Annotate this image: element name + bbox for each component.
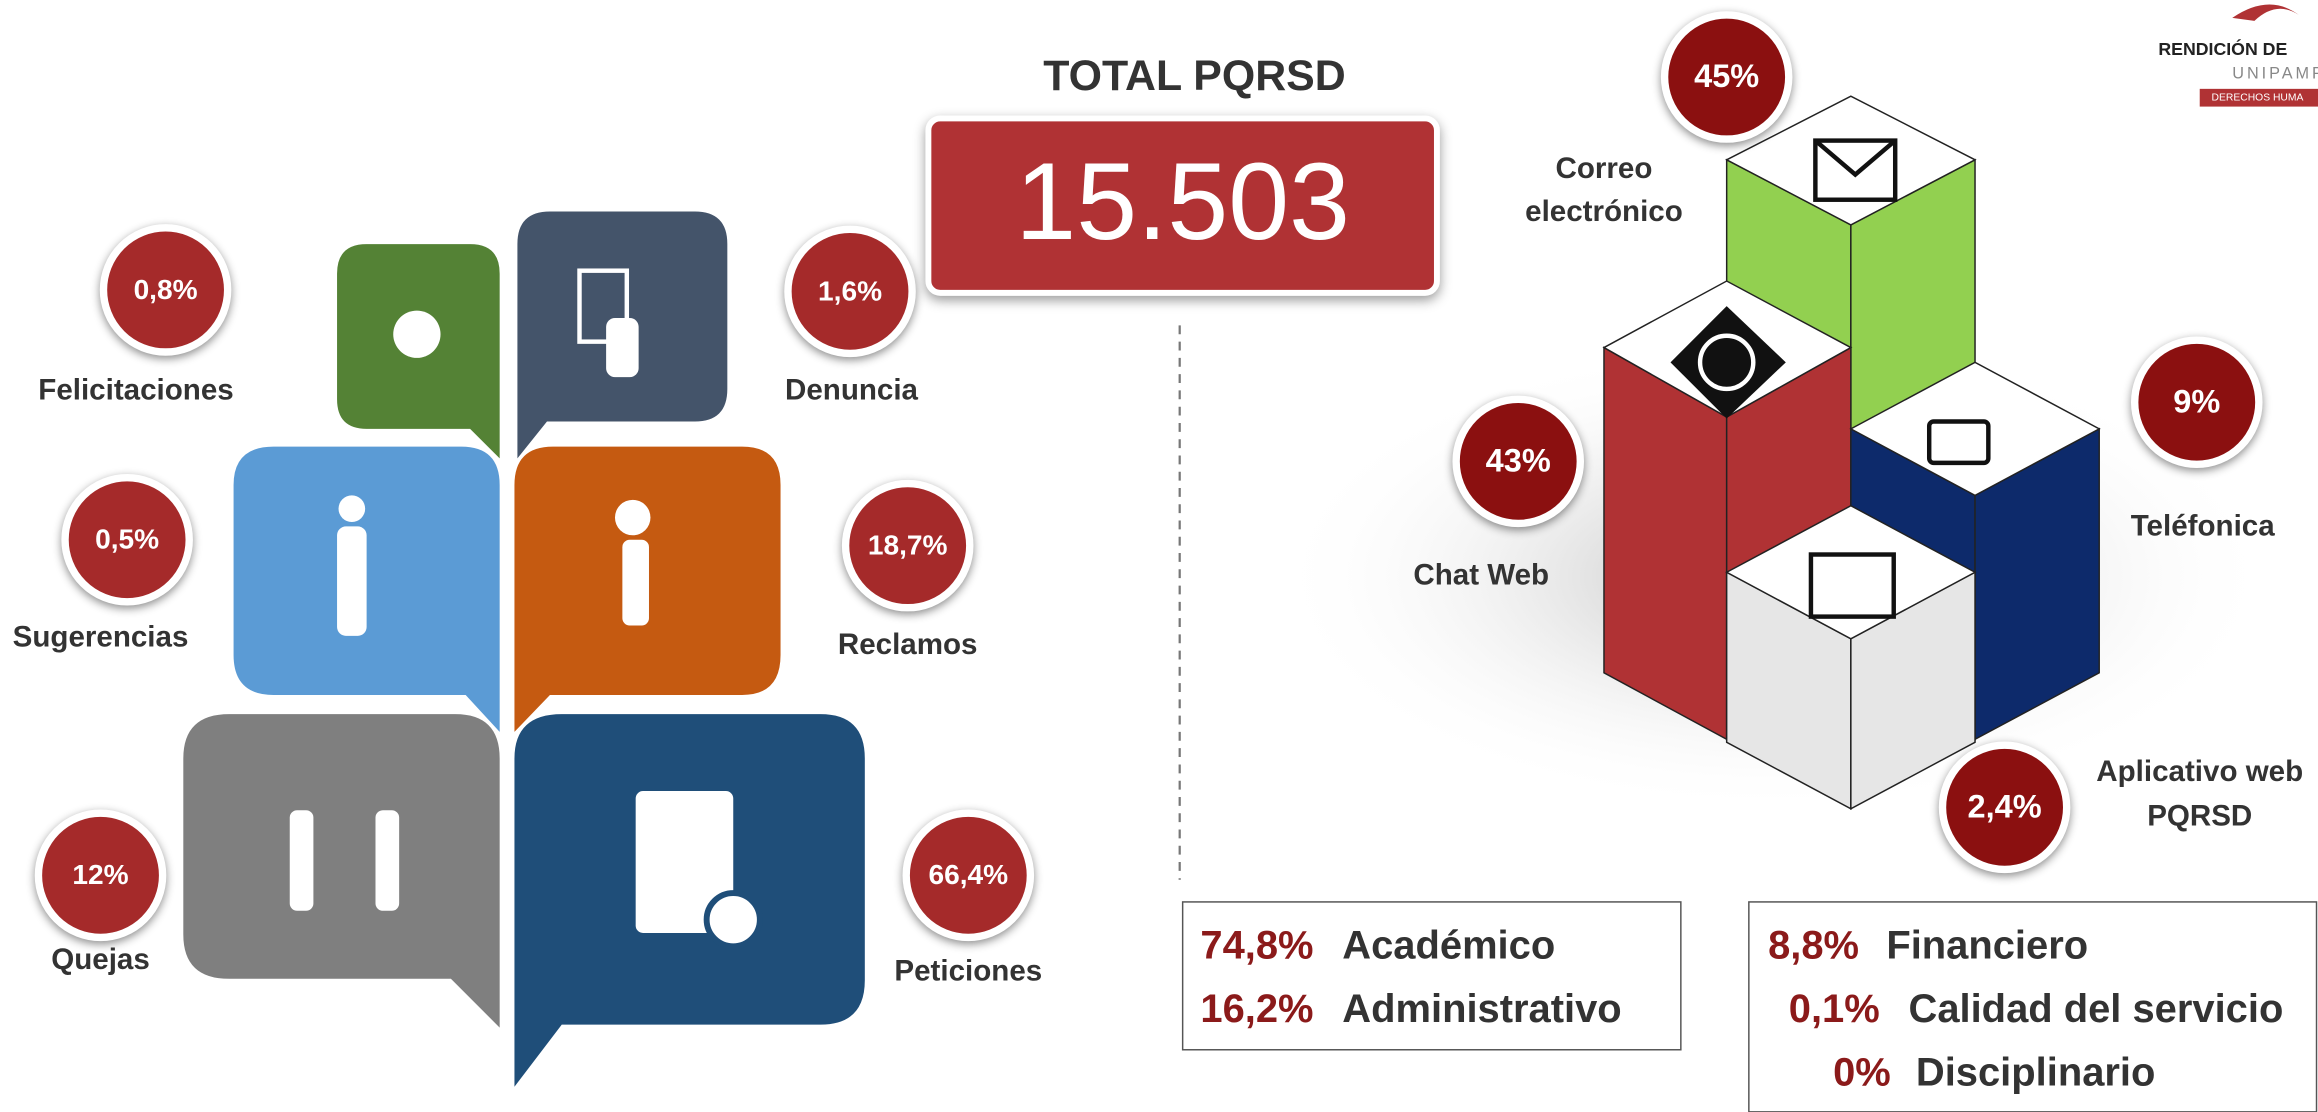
infographic: 0,8% Felicitaciones 1,6% Denuncia 0,5% S… [0, 0, 2318, 1112]
type-label: Peticiones [894, 955, 1042, 988]
area-percent: 16,2% [1200, 987, 1313, 1031]
type-label: Felicitaciones [38, 374, 233, 407]
icon-megaphone-head [615, 500, 650, 535]
bubble-quejas [183, 714, 499, 1027]
type-percent: 18,7% [868, 530, 948, 561]
logo-line1: RENDICIÓN DE [2158, 38, 2287, 59]
type-percent: 66,4% [928, 859, 1008, 890]
logo-line2: UNIPAMPLO [2232, 64, 2318, 82]
area-percent: 8,8% [1768, 923, 1859, 967]
total-title: TOTAL PQRSD [1043, 52, 1345, 100]
area-label: Disciplinario [1916, 1050, 2156, 1094]
channel-percent: 45% [1694, 58, 1759, 94]
type-label: Sugerencias [13, 621, 189, 654]
areas: 74,8% Académico 16,2% Administrativo 8,8… [1183, 902, 2317, 1112]
type-label: Quejas [51, 943, 150, 976]
type-percent: 0,5% [95, 524, 159, 555]
type-percent: 12% [72, 859, 128, 890]
icon-person-body [337, 526, 367, 635]
channel-percent: 2,4% [1968, 788, 2042, 824]
icon-hand [606, 318, 639, 377]
area-label: Financiero [1886, 923, 2088, 967]
type-label: Denuncia [785, 374, 919, 407]
area-percent: 0,1% [1789, 987, 1880, 1031]
total-value: 15.503 [1015, 141, 1350, 263]
icon-chat [1929, 421, 1988, 462]
channel-label: Aplicativo web [2096, 755, 2303, 788]
channel-label: electrónico [1525, 195, 1683, 228]
area-percent: 74,8% [1200, 923, 1313, 967]
channel-label: Teléfonica [2131, 510, 2276, 543]
logo: RENDICIÓN DE UNIPAMPLO DERECHOS HUMA [2158, 5, 2318, 107]
area-label: Calidad del servicio [1909, 987, 2284, 1031]
icon-clap [393, 311, 440, 358]
type-percent: 0,8% [134, 274, 198, 305]
icon-megaphone-body [622, 540, 649, 626]
channel-percent: 9% [2173, 383, 2220, 419]
channel-label: Chat Web [1413, 559, 1549, 592]
area-label: Administrativo [1342, 987, 1621, 1031]
type-label: Reclamos [838, 628, 978, 661]
channel-percent: 43% [1486, 442, 1551, 478]
logo-mark [2232, 5, 2299, 21]
bubbles [183, 212, 865, 1087]
channel-label: Correo [1556, 152, 1653, 185]
area-percent: 0% [1833, 1050, 1891, 1094]
icon-person-head [339, 495, 366, 522]
icon-quejas-a [290, 810, 314, 911]
page: 0,8% Felicitaciones 1,6% Denuncia 0,5% S… [0, 0, 2318, 1112]
logo-line3: DERECHOS HUMA [2212, 92, 2304, 103]
icon-monitor [1811, 555, 1894, 617]
icon-quejas-b [375, 810, 399, 911]
channel-label: PQRSD [2147, 799, 2252, 832]
icon-check [707, 893, 760, 946]
type-percent: 1,6% [818, 275, 882, 306]
area-label: Académico [1342, 923, 1555, 967]
